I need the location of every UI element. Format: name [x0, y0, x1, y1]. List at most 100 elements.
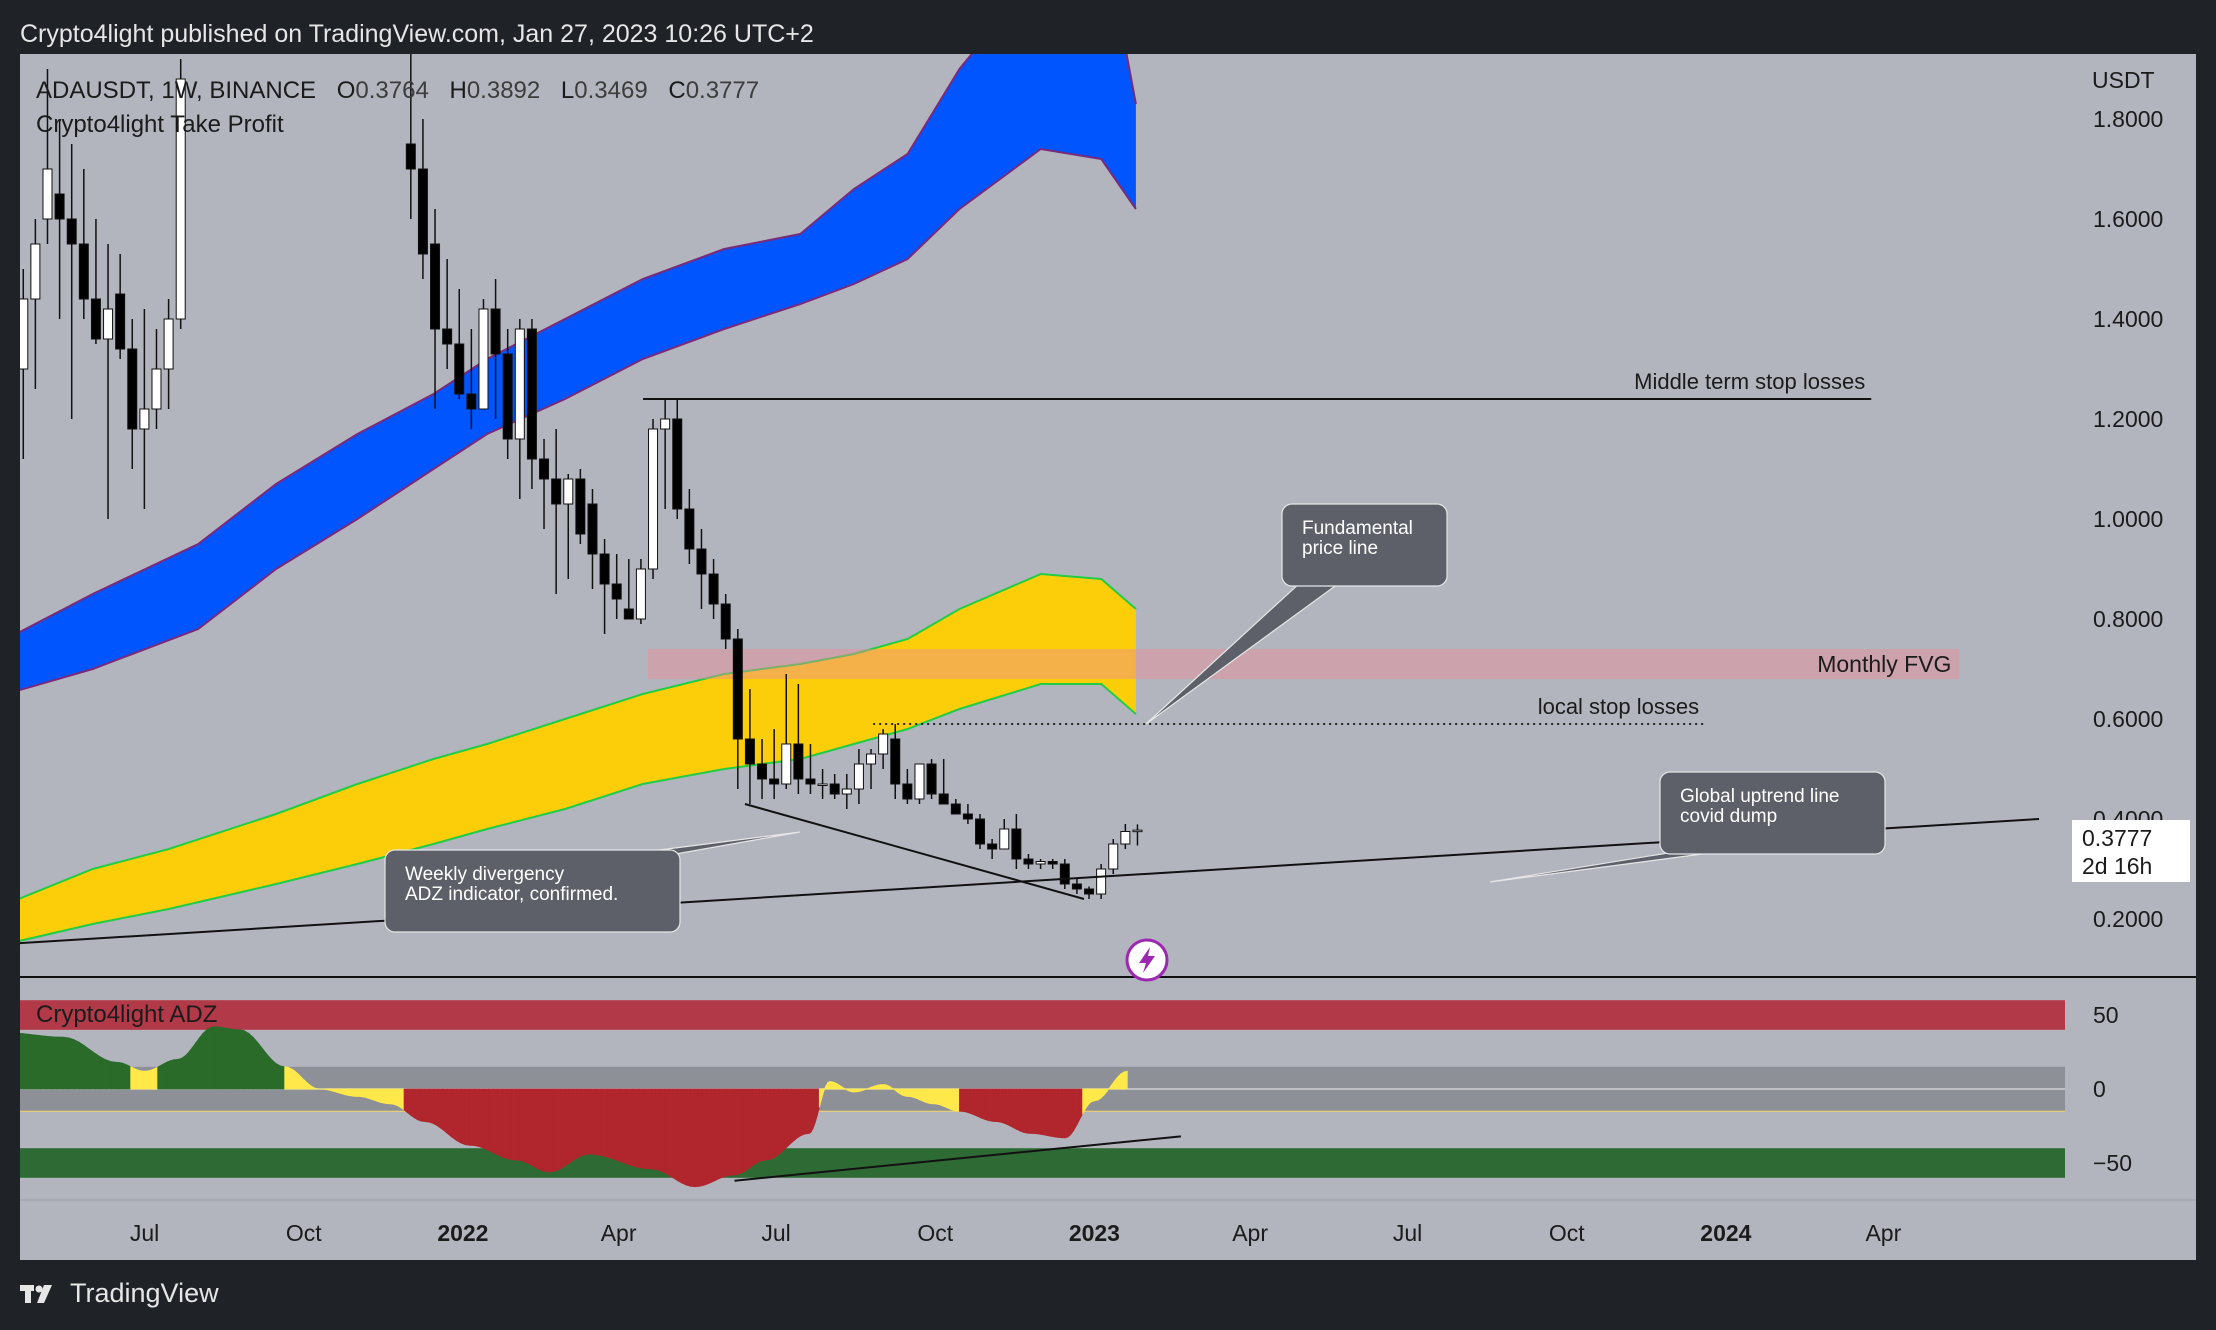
event-marker[interactable] [1125, 938, 1169, 982]
candle[interactable] [1084, 886, 1095, 900]
candle[interactable] [466, 329, 477, 429]
candle[interactable] [841, 774, 852, 809]
candle[interactable] [490, 279, 501, 419]
adz-wave-segment [991, 1088, 997, 1122]
candle[interactable] [914, 763, 925, 804]
adz-wave-segment [433, 1088, 439, 1128]
candle[interactable] [744, 689, 755, 804]
candle[interactable] [1035, 859, 1046, 869]
candle[interactable] [115, 254, 126, 359]
candle[interactable] [708, 559, 719, 619]
candle[interactable] [1108, 839, 1119, 874]
candle[interactable] [720, 594, 731, 649]
candle[interactable] [502, 329, 513, 459]
candle[interactable] [30, 219, 41, 389]
candle[interactable] [660, 399, 671, 509]
candle[interactable] [454, 289, 465, 399]
candle[interactable] [853, 749, 864, 804]
candle[interactable] [732, 629, 743, 789]
candle[interactable] [478, 299, 489, 410]
candle[interactable] [829, 774, 840, 799]
candle[interactable] [54, 119, 65, 319]
candle[interactable] [514, 319, 525, 499]
candle[interactable] [1011, 814, 1022, 869]
candle[interactable] [103, 244, 114, 519]
candle-body [890, 738, 901, 785]
adz-wave-segment [795, 1088, 801, 1140]
candle[interactable] [1096, 864, 1107, 899]
symbol-legend[interactable]: ADAUSDT, 1W, BINANCE O0.3764 H0.3892 L0.… [36, 77, 759, 104]
adz-wave-segment [20, 1032, 24, 1090]
candle[interactable] [635, 559, 646, 624]
candle[interactable] [175, 59, 186, 329]
candle[interactable] [563, 474, 574, 579]
candle[interactable] [539, 439, 550, 529]
candle[interactable] [684, 489, 695, 564]
candle[interactable] [526, 319, 537, 489]
candle[interactable] [587, 489, 598, 589]
candle[interactable] [151, 329, 162, 429]
candle[interactable] [1023, 854, 1034, 869]
candle[interactable] [611, 554, 622, 619]
candle[interactable] [757, 739, 768, 799]
candle[interactable] [805, 744, 816, 794]
candle[interactable] [902, 769, 913, 804]
adz-wave-segment [198, 1032, 204, 1090]
candle[interactable] [987, 839, 998, 859]
adz-wave-segment [1002, 1088, 1007, 1125]
candle[interactable] [793, 684, 804, 794]
adz-legend[interactable]: Crypto4light ADZ [36, 1001, 217, 1028]
candle-body [103, 308, 114, 340]
adz-divergence-line[interactable] [734, 1135, 1182, 1182]
candle[interactable] [1071, 879, 1082, 894]
candle[interactable] [623, 559, 634, 620]
candle[interactable] [950, 799, 961, 815]
candle[interactable] [1047, 859, 1058, 869]
candle[interactable] [430, 209, 441, 409]
candle[interactable] [999, 819, 1010, 850]
candle[interactable] [551, 429, 562, 594]
candle[interactable] [1132, 824, 1143, 846]
candle[interactable] [878, 729, 889, 769]
last-price-label[interactable]: 0.3777 2d 16h [2072, 820, 2190, 882]
candle[interactable] [890, 724, 901, 799]
candle[interactable] [962, 804, 973, 824]
candle[interactable] [1120, 824, 1131, 849]
candle[interactable] [781, 674, 792, 789]
candle[interactable] [696, 529, 707, 609]
candle[interactable] [417, 119, 428, 279]
candle[interactable] [769, 729, 780, 799]
candle[interactable] [817, 769, 828, 799]
candle[interactable] [1059, 859, 1070, 889]
high-value: 0.3892 [467, 77, 540, 104]
candle[interactable] [20, 269, 29, 459]
candle[interactable] [127, 319, 138, 469]
adz-wave-segment [710, 1088, 716, 1184]
trendline-divergence-price[interactable] [744, 803, 1085, 900]
candle[interactable] [575, 469, 586, 544]
candle[interactable] [66, 144, 77, 419]
candle[interactable] [90, 219, 101, 344]
candle[interactable] [78, 169, 89, 319]
candle[interactable] [163, 299, 174, 409]
fvg-zone[interactable] [648, 649, 1960, 679]
candle[interactable] [139, 309, 150, 509]
candle[interactable] [648, 419, 659, 579]
candle[interactable] [599, 539, 610, 634]
candle[interactable] [938, 759, 949, 805]
candle[interactable] [866, 749, 877, 789]
candle[interactable] [405, 54, 416, 219]
candle[interactable] [442, 259, 453, 369]
candle[interactable] [975, 814, 986, 849]
chart-frame[interactable]: Monthly FVG Middle term stop losses local… [20, 54, 2196, 1260]
candle[interactable] [672, 399, 683, 519]
adz-wave-segment [755, 1088, 760, 1164]
candle[interactable] [42, 69, 53, 244]
adz-wave-segment [998, 1088, 1004, 1124]
chart-canvas[interactable]: Monthly FVG Middle term stop losses local… [20, 54, 2196, 1260]
indicator-legend[interactable]: Crypto4light Take Profit [36, 111, 284, 138]
candle[interactable] [926, 759, 937, 799]
